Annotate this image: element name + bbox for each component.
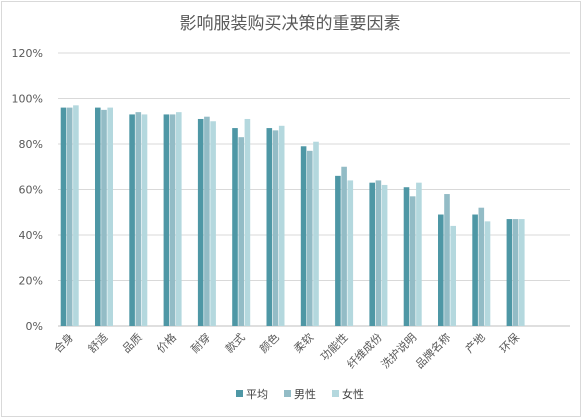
bar-女性-款式 [244,118,251,326]
bar-男性-品质 [135,112,142,327]
bar-女性-舒适 [107,107,113,326]
x-category-label: 柔软 [291,330,316,355]
x-category-label: 耐穿 [188,330,213,355]
legend-label: 平均 [246,388,268,401]
bar-男性-洗护说明 [409,196,416,326]
bar-男性-合身 [66,107,73,326]
bar-平均-合身 [60,107,67,326]
bar-男性-耐穿 [204,116,210,326]
y-tick-label: 0% [26,320,43,333]
legend-swatch [236,390,243,397]
bar-男性-价格 [169,114,176,326]
y-tick-label: 60% [19,184,43,197]
bar-平均-价格 [163,114,170,326]
bar-男性-颜色 [272,130,279,326]
bar-女性-价格 [176,112,182,327]
x-category-label: 环保 [497,330,522,355]
bar-平均-洗护说明 [403,187,410,326]
bar-男性-环保 [512,219,519,326]
bar-女性-柔软 [313,141,319,326]
x-category-label: 产地 [462,330,487,355]
x-category-label: 品质 [120,331,145,356]
bar-女性-洗护说明 [416,182,422,326]
bar-女性-纤维成份 [381,184,388,326]
y-tick-label: 80% [19,138,43,151]
y-axis-ticks: 0% 20% 40% 60% 80% 100% 120% [12,47,43,333]
bar-男性-款式 [238,137,244,326]
bar-平均-耐穿 [197,118,204,326]
x-category-label: 价格 [154,330,179,355]
y-tick-label: 20% [19,275,43,288]
bar-平均-品牌名称 [438,214,444,326]
bar-女性-品质 [141,114,148,326]
bar-男性-纤维成份 [375,180,382,326]
bar-女性-品牌名称 [450,225,456,326]
bar-男性-舒适 [101,109,107,326]
x-category-label: 合身 [51,330,76,355]
bar-女性-耐穿 [210,121,216,326]
bar-男性-柔软 [307,150,313,326]
bar-平均-颜色 [266,128,273,326]
legend-swatch [332,390,339,397]
x-category-label: 款式 [222,330,247,355]
y-tick-label: 100% [12,93,43,106]
x-category-label: 舒适 [85,330,110,355]
bar-女性-合身 [73,105,79,326]
bar-女性-颜色 [278,125,285,326]
legend: 平均 男性 女性 [236,387,364,401]
bar-平均-纤维成份 [369,182,375,326]
bar-平均-舒适 [95,107,101,326]
bar-平均-柔软 [300,146,307,326]
bar-男性-产地 [478,207,485,326]
bar-女性-产地 [484,221,491,326]
bar-平均-产地 [472,214,478,326]
bar-女性-功能性 [347,180,354,326]
bar-男性-功能性 [341,166,347,326]
x-category-label: 纤维成份 [345,331,385,371]
chart-title: 影响服装购买决策的重要因素 [180,14,401,34]
y-tick-label: 120% [12,47,43,60]
legend-label: 女性 [342,387,364,401]
legend-label: 男性 [294,387,316,401]
x-category-label: 颜色 [256,330,281,355]
bar-男性-品牌名称 [444,194,450,326]
x-category-label: 洗护说明 [378,330,419,371]
x-category-label: 品牌名称 [412,330,453,371]
bar-女性-环保 [519,219,525,326]
bars [60,105,525,327]
y-tick-label: 40% [19,229,43,242]
bar-平均-功能性 [335,175,341,326]
x-category-label: 功能性 [317,330,350,363]
bar-平均-款式 [232,128,238,326]
bar-平均-环保 [506,219,513,326]
legend-swatch [284,390,291,397]
bar-平均-品质 [129,114,135,326]
